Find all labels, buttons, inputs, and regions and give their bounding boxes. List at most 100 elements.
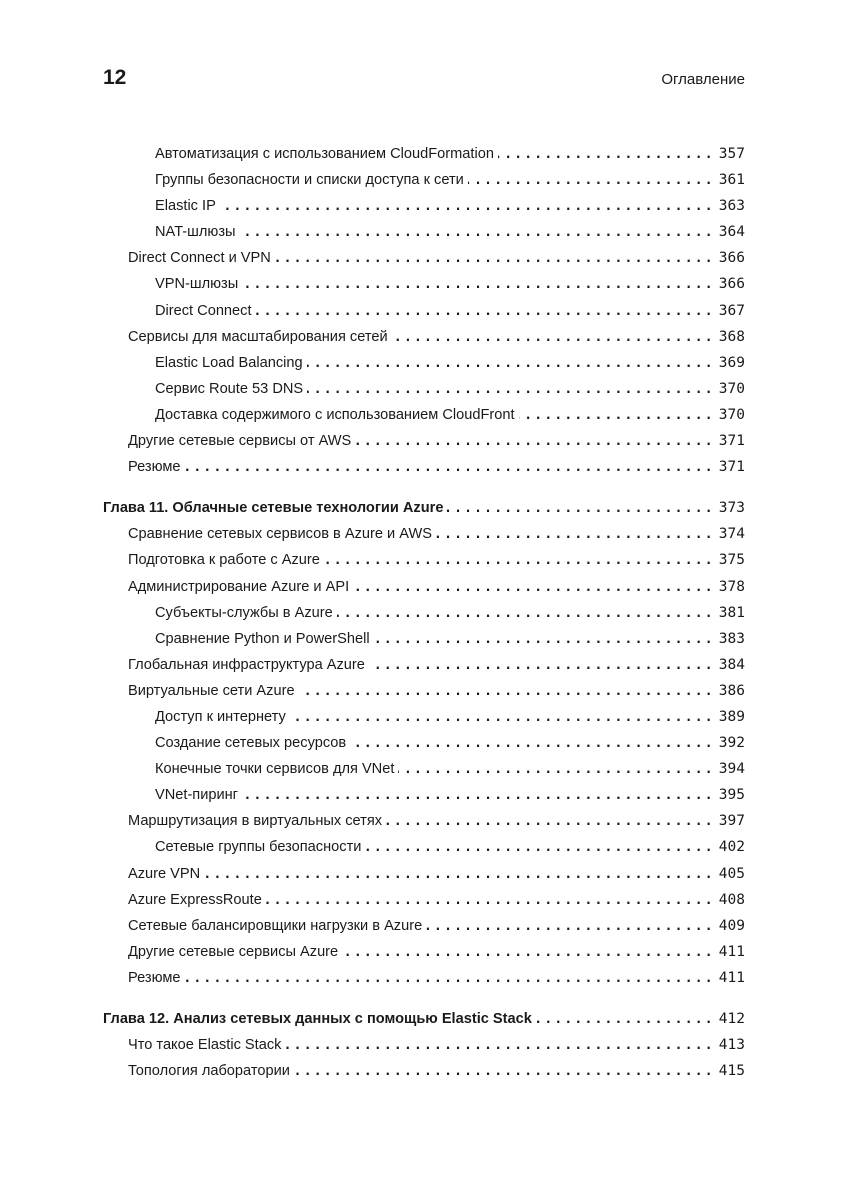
toc-entry[interactable]: VNet-пиринг.............................…	[103, 782, 745, 808]
dot-leader: ........................................…	[435, 527, 715, 543]
entry-title: Конечные точки сервисов для VNet	[155, 761, 395, 778]
entry-title: Создание сетевых ресурсов	[155, 735, 347, 752]
entry-page: 366	[718, 276, 745, 293]
toc-entry[interactable]: Глобальная инфраструктура Azure.........…	[103, 652, 745, 678]
entry-page: 369	[718, 354, 745, 371]
toc-entry[interactable]: Сетевые балансировщики нагрузки в Azure.…	[103, 913, 745, 939]
toc-chapter-entry[interactable]: Глава 11. Облачные сетевые технологии Az…	[103, 495, 745, 521]
entry-title: Другие сетевые сервисы от AWS	[128, 433, 352, 450]
dot-leader: ........................................…	[184, 970, 715, 986]
toc-entry[interactable]: Резюме..................................…	[103, 965, 745, 991]
dot-leader: ........................................…	[355, 434, 715, 450]
dot-leader: ........................................…	[498, 147, 715, 162]
toc-entry[interactable]: Автоматизация с использованием CloudForm…	[103, 141, 745, 167]
toc-chapter-entry[interactable]: Глава 12. Анализ сетевых данных с помощь…	[103, 1006, 745, 1032]
dot-leader: ........................................…	[392, 329, 715, 345]
entry-page: 374	[718, 526, 745, 543]
toc-entry[interactable]: VPN-шлюзы...............................…	[103, 271, 745, 297]
entry-page: 411	[718, 969, 745, 986]
toc-entry[interactable]: Подготовка к работе с Azure.............…	[103, 547, 745, 573]
entry-page: 413	[718, 1037, 745, 1054]
entry-page: 386	[718, 682, 745, 699]
entry-page: 357	[718, 146, 745, 162]
toc-entry[interactable]: Другие сетевые сервисы Azure............…	[103, 939, 745, 965]
dot-leader: ........................................…	[386, 814, 715, 830]
toc-entry[interactable]: Сетевые группы безопасности.............…	[103, 834, 745, 860]
dot-leader: ........................................…	[299, 683, 715, 699]
toc-entry[interactable]: Топология лаборатории...................…	[103, 1058, 745, 1084]
toc-group: Глава 11. Облачные сетевые технологии Az…	[103, 495, 745, 991]
toc-entry[interactable]: Субъекты-службы в Azure.................…	[103, 600, 745, 626]
dot-leader: ........................................…	[266, 892, 715, 908]
entry-page: 411	[718, 943, 745, 960]
toc-entry[interactable]: Azure ExpressRoute......................…	[103, 887, 745, 913]
dot-leader: ........................................…	[398, 762, 715, 778]
entry-title: Доставка содержимого с использованием Cl…	[155, 406, 515, 423]
entry-title: Субъекты-службы в Azure	[155, 604, 333, 621]
toc-entry[interactable]: Что такое Elastic Stack.................…	[103, 1032, 745, 1058]
dot-leader: ........................................…	[184, 460, 715, 476]
entry-page: 405	[718, 865, 745, 882]
toc-entry[interactable]: Администрирование Azure и API...........…	[103, 574, 745, 600]
entry-title: Глава 11. Облачные сетевые технологии Az…	[103, 500, 444, 517]
toc-entry[interactable]: Маршрутизация в виртуальных сетях.......…	[103, 808, 745, 834]
entry-page: 367	[718, 302, 745, 319]
entry-page: 381	[718, 604, 745, 621]
entry-page: 363	[718, 198, 745, 215]
toc-entry[interactable]: Сервис Route 53 DNS.....................…	[103, 376, 745, 402]
entry-page: 366	[718, 250, 745, 267]
dot-leader: ........................................…	[204, 866, 715, 882]
dot-leader: ........................................…	[447, 501, 715, 517]
entry-title: Azure VPN	[128, 865, 201, 882]
dot-leader: ........................................…	[350, 736, 715, 752]
toc-entry[interactable]: Elastic IP..............................…	[103, 193, 745, 219]
dot-leader: ........................................…	[535, 1012, 715, 1027]
entry-page: 408	[718, 891, 745, 908]
entry-page: 371	[718, 459, 745, 476]
toc-entry[interactable]: NAT-шлюзы...............................…	[103, 219, 745, 245]
toc-entry[interactable]: Конечные точки сервисов для VNet........…	[103, 756, 745, 782]
entry-page: 371	[718, 433, 745, 450]
entry-title: Топология лаборатории	[128, 1063, 290, 1080]
toc-entry[interactable]: Elastic Load Balancing..................…	[103, 350, 745, 376]
toc-entry[interactable]: Другие сетевые сервисы от AWS...........…	[103, 428, 745, 454]
toc-entry[interactable]: Доступ к интернету......................…	[103, 704, 745, 730]
dot-leader: ........................................…	[242, 788, 715, 804]
entry-page: 364	[718, 224, 745, 241]
dot-leader: ........................................…	[342, 944, 715, 960]
toc-entry[interactable]: Группы безопасности и списки доступа к с…	[103, 167, 745, 193]
entry-title: Виртуальные сети Azure	[128, 682, 295, 699]
dot-leader: ........................................…	[285, 1038, 715, 1054]
dot-leader: ........................................…	[373, 631, 715, 647]
entry-title: Маршрутизация в виртуальных сетях	[128, 813, 383, 830]
entry-title: Автоматизация с использованием CloudForm…	[155, 146, 494, 162]
dot-leader: ........................................…	[365, 840, 715, 856]
toc-entry[interactable]: Direct Connect и VPN....................…	[103, 245, 745, 271]
toc-entry[interactable]: Создание сетевых ресурсов...............…	[103, 730, 745, 756]
toc-entry[interactable]: Виртуальные сети Azure..................…	[103, 678, 745, 704]
toc-entry[interactable]: Сравнение Python и PowerShell...........…	[103, 626, 745, 652]
toc-entry[interactable]: Сервисы для масштабирования сетей.......…	[103, 324, 745, 350]
toc-entry[interactable]: Direct Connect..........................…	[103, 298, 745, 324]
entry-title: Сервис Route 53 DNS	[155, 380, 304, 397]
entry-page: 409	[718, 917, 745, 934]
page-number: 12	[103, 66, 127, 89]
entry-page: 361	[718, 172, 745, 189]
entry-title: Группы безопасности и списки доступа к с…	[155, 172, 464, 189]
toc-group: Глава 12. Анализ сетевых данных с помощь…	[103, 1006, 745, 1084]
entry-title: Сравнение сетевых сервисов в Azure и AWS	[128, 526, 432, 543]
toc-entry[interactable]: Доставка содержимого с использованием Cl…	[103, 402, 745, 428]
toc-entry[interactable]: Сравнение сетевых сервисов в Azure и AWS…	[103, 521, 745, 547]
entry-title: Доступ к интернету	[155, 708, 286, 725]
entry-page: 370	[718, 406, 745, 423]
entry-title: Подготовка к работе с Azure	[128, 552, 320, 569]
entry-title: Сервисы для масштабирования сетей	[128, 328, 388, 345]
entry-title: Direct Connect и VPN	[128, 250, 271, 267]
entry-title: Сравнение Python и PowerShell	[155, 630, 370, 647]
entry-title: Администрирование Azure и API	[128, 578, 350, 595]
toc-entry[interactable]: Резюме..................................…	[103, 454, 745, 480]
entry-page: 370	[718, 380, 745, 397]
toc-entry[interactable]: Azure VPN...............................…	[103, 861, 745, 887]
entry-page: 389	[718, 708, 745, 725]
entry-title: Azure ExpressRoute	[128, 891, 262, 908]
